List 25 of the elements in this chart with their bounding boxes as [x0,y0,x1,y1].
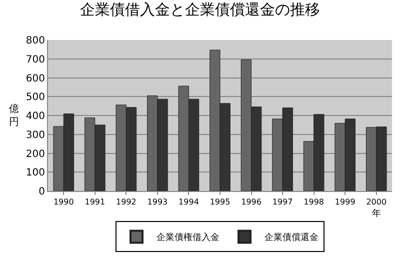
y-tick-label: 0 [38,186,45,198]
x-tick-label: 1992 [116,198,136,207]
x-tick-label: 1993 [147,198,168,207]
legend-label: 企業債償還金 [264,232,318,244]
x-tick-label: 1990 [53,198,74,207]
x-tick-label: 1998 [304,198,324,207]
y-tick-label: 200 [26,148,45,160]
chart-title: 企業債借入金と企業債償還金の推移 [80,0,320,18]
y-tick-label: 400 [26,111,45,122]
y-tick-label: 500 [26,92,45,104]
legend-label: 企業債権借入金 [156,232,220,244]
y-tick-label: 800 [26,36,45,46]
y-axis-title: 億円 [9,103,19,128]
x-tick-label: 1995 [210,198,230,207]
x-tick-label: 1994 [178,198,199,207]
y-tick-label: 600 [26,73,45,84]
x-axis-title: 年 [372,208,381,219]
y-tick-label: 700 [26,54,45,66]
y-tick-label: 100 [26,168,45,179]
y-tick-label: 300 [26,130,45,141]
x-tick-label: 1997 [272,198,293,207]
x-tick-label: 1999 [334,198,356,207]
x-tick-label: 1991 [84,198,106,207]
x-tick-label: 1996 [241,198,262,207]
x-tick-label: 2000 [366,198,387,207]
